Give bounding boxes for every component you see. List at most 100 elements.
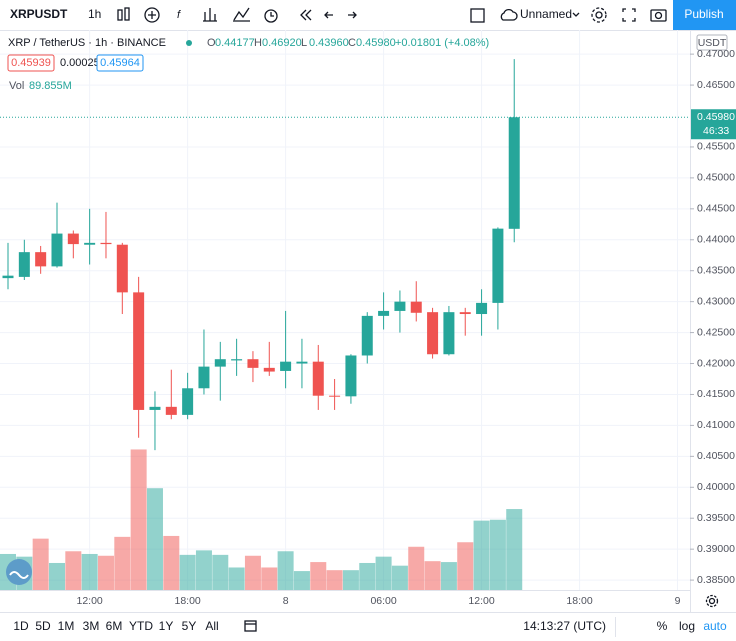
candle-body [492,228,504,303]
goto-date-icon[interactable] [244,620,257,632]
y-tick-label: 0.41000 [697,419,735,431]
ohlc-label: H [254,37,262,49]
volume-bar [195,550,212,590]
candle-body [394,301,406,311]
candle-body [2,275,14,279]
cloud-icon[interactable] [500,8,518,21]
volume-bar [391,565,408,590]
volume-bar [97,555,114,590]
candle-body [231,359,243,361]
alert-icon[interactable] [264,9,278,23]
vol-label: Vol [9,80,24,92]
candle-body [35,252,47,267]
ohlc-value: 0.43960 [309,37,349,49]
fullscreen-box[interactable] [470,8,485,23]
log-toggle[interactable]: log [679,619,695,633]
candle-body [116,244,128,293]
ask: 0.45964 [100,57,140,69]
x-tick-label: 9 [675,595,681,607]
y-tick-label: 0.42500 [697,326,735,338]
volume-bar [489,519,506,590]
auto-toggle[interactable]: auto [703,619,727,633]
volume-bar [359,562,376,590]
ohlc-value: 0.46920 [262,37,302,49]
candle-body [133,292,145,410]
y-tick-label: 0.39000 [697,543,735,555]
dropdown-arrow[interactable] [572,12,580,17]
fx-icon[interactable]: f [177,9,181,21]
volume-bar [310,562,327,590]
range-button[interactable]: 1M [58,619,75,633]
ohlc-label: L [301,37,307,49]
candle-body [247,359,259,368]
candle-body [51,233,63,267]
fullscreen-icon[interactable] [622,8,636,22]
ohlc-label: C [348,37,356,49]
volume-bar [228,567,245,590]
volume-bar [457,542,474,590]
bars-icon[interactable] [203,8,217,22]
change: +0.01801 (+4.08%) [395,37,489,49]
candle-body [378,310,390,316]
x-tick-label: 18:00 [566,595,592,607]
y-tick-label: 0.43500 [697,264,735,276]
candle-body [67,233,79,245]
legend: XRP / TetherUS · 1h · BINANCE O 0.44177 H 0… [7,37,489,92]
x-tick-label: 06:00 [370,595,396,607]
volume-bar [473,520,490,590]
currency-box[interactable] [696,34,728,51]
bid: 0.45939 [11,57,51,69]
vol-value: 89.855M [29,80,72,92]
x-tick-label: 12:00 [468,595,494,607]
replay-icon[interactable] [300,9,312,21]
candle-body [345,355,357,397]
last-price-label: 0.45980 [697,111,735,123]
volume-bar [179,554,196,590]
y-tick-label: 0.47000 [697,48,735,60]
bid-box [7,54,55,72]
snapshot-icon[interactable] [650,9,667,22]
percent-toggle[interactable]: % [657,619,668,633]
volume-bar [212,554,229,590]
range-button[interactable]: 6M [106,619,123,633]
y-tick-label: 0.46500 [697,79,735,91]
volume-bar [65,551,82,590]
symbol[interactable]: XRPUSDT [10,7,68,21]
layout-name[interactable]: Unnamed [520,7,572,21]
range-button[interactable]: 5D [35,619,51,633]
publish-button[interactable] [673,0,736,30]
candle-body [361,315,373,356]
y-tick-label: 0.39500 [697,512,735,524]
volume-bar [146,488,163,590]
range-button[interactable]: 1D [13,619,29,633]
candle-body [18,252,30,277]
candle-body [296,361,308,364]
volume-bar [48,562,65,590]
compare-icon[interactable] [233,7,250,22]
status-dot [186,40,192,46]
settings-icon[interactable] [591,7,607,23]
candle-body [312,361,324,396]
indicator-add-icon[interactable] [144,7,160,23]
range-button[interactable]: 5Y [182,619,197,633]
y-tick-label: 0.44000 [697,234,735,246]
volume-bar [163,535,180,590]
volume-bar [408,546,425,590]
range-button[interactable]: 3M [83,619,100,633]
countdown: 46:33 [703,125,729,137]
interval[interactable]: 1h [88,7,101,21]
volume-bar [375,556,392,590]
undo-redo[interactable] [324,11,357,19]
publish-label[interactable]: Publish [684,7,723,21]
y-tick-label: 0.40500 [697,450,735,462]
candle-body [149,406,161,410]
range-button[interactable]: All [205,619,218,633]
volume-bar [114,536,131,590]
axis-settings-icon[interactable] [705,594,719,608]
ohlc-value: 0.45980 [356,37,396,49]
candle-icon[interactable] [117,7,130,21]
range-button[interactable]: YTD [129,619,153,633]
y-tick-label: 0.43000 [697,295,735,307]
range-button[interactable]: 1Y [159,619,174,633]
